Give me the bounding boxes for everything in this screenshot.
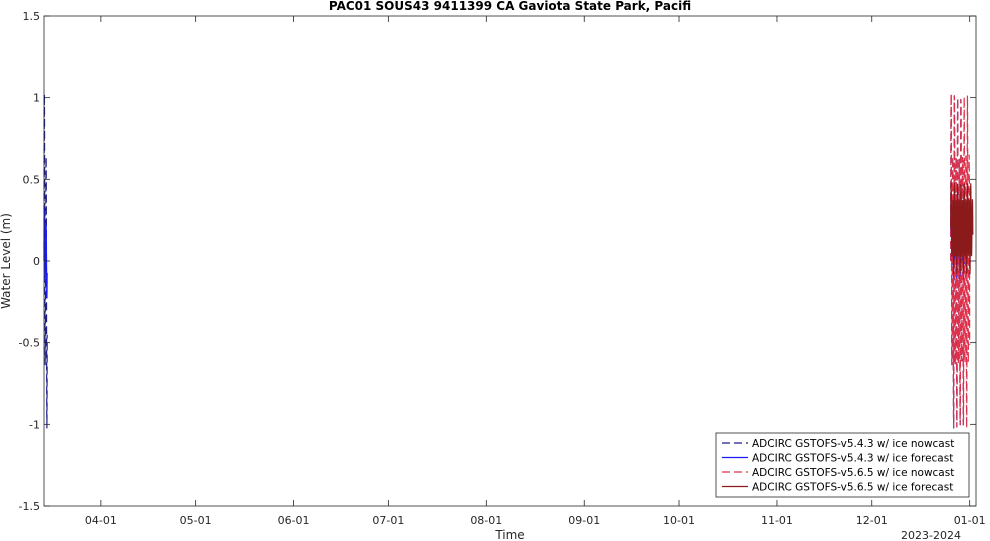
x-tick-label: 07-01	[372, 514, 404, 527]
y-tick-label: 0	[33, 255, 40, 268]
series-line	[43, 207, 48, 299]
y-tick-label: 0.5	[23, 173, 41, 186]
y-tick-label: -0.5	[19, 337, 40, 350]
x-tick-label: 09-01	[568, 514, 600, 527]
chart-title: PAC01 SOUS43 9411399 CA Gaviota State Pa…	[329, 0, 691, 13]
legend-entry: ADCIRC GSTOFS-v5.4.3 w/ ice nowcast	[752, 438, 954, 450]
legend: ADCIRC GSTOFS-v5.4.3 w/ ice nowcast ADCIR…	[715, 432, 970, 498]
x-tick-label: 05-01	[180, 514, 212, 527]
x-axis-secondary-label: 2023-2024	[901, 529, 961, 541]
x-tick-label: 01-01	[954, 514, 986, 527]
legend-box	[715, 432, 970, 498]
x-tick-label: 11-01	[761, 514, 793, 527]
x-tick-label: 04-01	[85, 514, 117, 527]
legend-entry: ADCIRC GSTOFS-v5.6.5 w/ ice nowcast	[752, 467, 954, 479]
legend-entry: ADCIRC GSTOFS-v5.4.3 w/ ice forecast	[752, 453, 953, 465]
y-tick-label: 1	[33, 92, 40, 105]
series-line	[950, 182, 974, 275]
x-axis-label: Time	[494, 528, 524, 541]
axes-layer: -1.5 -1 -0.5 0 0.5 1 1.5 04-01 05-01 06-01 07-01 08…	[19, 10, 986, 527]
y-tick-label: 1.5	[23, 10, 41, 23]
series-line	[950, 93, 971, 429]
y-tick-label: -1	[29, 418, 40, 431]
legend-entry: ADCIRC GSTOFS-v5.6.5 w/ ice forecast	[752, 482, 953, 494]
x-tick-label: 08-01	[470, 514, 502, 527]
x-tick-label: 10-01	[663, 514, 695, 527]
y-axis-label: Water Level (m)	[0, 213, 13, 309]
series-layer	[43, 93, 974, 429]
x-tick-label: 12-01	[856, 514, 888, 527]
y-tick-label: -1.5	[19, 500, 40, 513]
x-tick-label: 06-01	[278, 514, 310, 527]
plot-frame	[43, 15, 977, 507]
